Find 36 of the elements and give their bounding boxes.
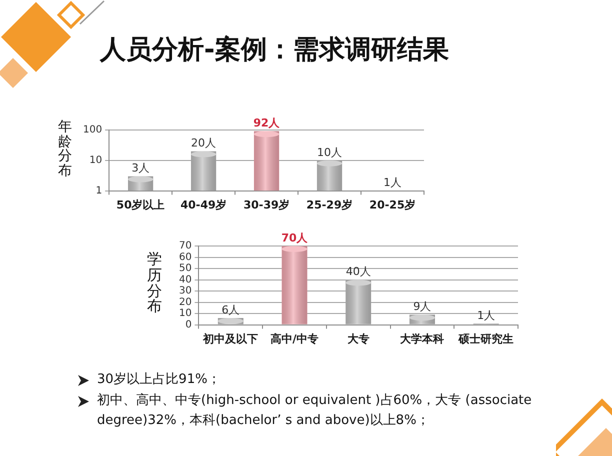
- x-tick-label: 初中及以下: [202, 332, 258, 346]
- data-label: 1人: [477, 309, 496, 322]
- y-tick-label: 20: [178, 296, 192, 308]
- data-label: 6人: [222, 303, 240, 316]
- y-tick-label: 100: [82, 124, 102, 136]
- x-tick-label: 30-39岁: [243, 198, 290, 212]
- x-tick-label: 20-25岁: [369, 198, 416, 212]
- x-tick-label: 大学本科: [400, 332, 444, 346]
- y-axis-title: 年龄分布: [58, 119, 72, 180]
- x-tick-label: 50岁以上: [116, 198, 165, 212]
- y-tick-label: 40: [178, 274, 192, 286]
- y-tick-label: 70: [178, 240, 192, 252]
- text: 30岁以上占比91%；: [97, 372, 220, 387]
- data-label: 70人: [281, 231, 309, 244]
- x-tick-label: 25-29岁: [306, 198, 353, 212]
- data-label: 92人: [253, 116, 281, 130]
- x-tick-label: 硕士研究生: [458, 332, 514, 346]
- y-tick-label: 60: [178, 252, 192, 263]
- x-tick-label: 大专: [347, 332, 370, 346]
- text: 初中、高中、中专(high-school or equivalent )占60%，大专 (associate degree)32%，本科(bachelor’ s and above)以上8%；: [97, 393, 532, 428]
- y-tick-label: 0: [185, 319, 192, 330]
- y-tick-label: 1: [96, 185, 102, 196]
- y-tick-label: 10: [178, 308, 192, 320]
- y-tick-label: 10: [89, 154, 102, 166]
- chart-title: 人员分析-案例：需求调研结果: [100, 34, 449, 66]
- data-label: 1人: [384, 176, 402, 190]
- data-label: 9人: [413, 300, 432, 314]
- y-axis-title: 学历分布: [147, 250, 162, 316]
- data-label: 20人: [191, 136, 216, 150]
- x-tick-label: 高中/中专: [270, 332, 319, 346]
- data-label: 10人: [317, 146, 342, 159]
- y-tick-label: 30: [178, 286, 192, 297]
- y-tick-label: 50: [178, 263, 192, 274]
- x-tick-label: 40-49岁: [180, 198, 227, 212]
- data-label: 3人: [132, 162, 150, 175]
- data-label: 40人: [346, 265, 371, 278]
